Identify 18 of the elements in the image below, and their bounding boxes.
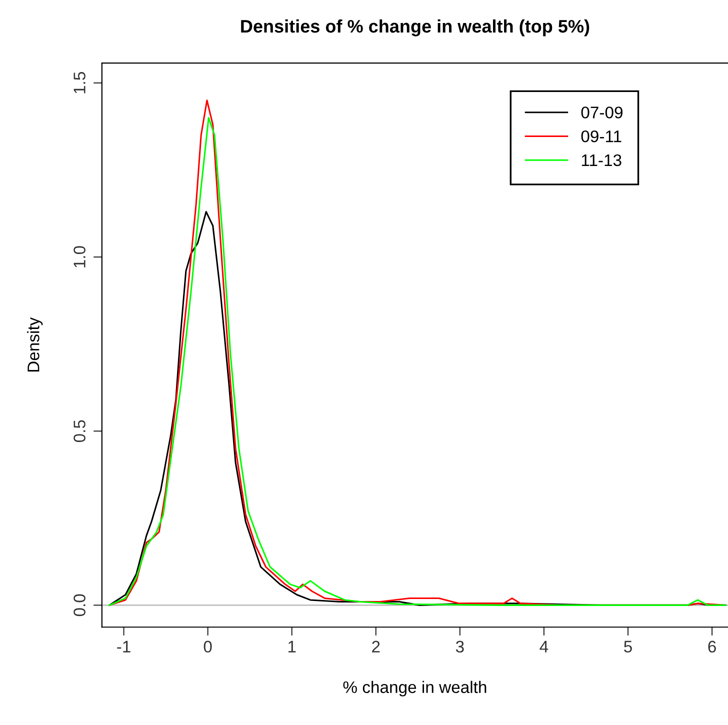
legend-label: 09-11 bbox=[581, 130, 622, 142]
y-axis-title: Density bbox=[27, 317, 43, 372]
x-tick-label: 2 bbox=[372, 640, 380, 652]
x-tick-label: 0 bbox=[204, 640, 212, 653]
y-tick-label: 0.0 bbox=[74, 594, 86, 616]
y-tick-label: 1.0 bbox=[74, 246, 86, 268]
legend-label: 07-09 bbox=[581, 106, 622, 118]
x-tick-label: 5 bbox=[624, 640, 632, 653]
y-tick-label: 1.5 bbox=[74, 72, 86, 94]
x-tick-label: 4 bbox=[540, 640, 548, 652]
y-tick-label: 0.5 bbox=[74, 420, 86, 442]
legend-label: 11-13 bbox=[582, 154, 622, 166]
chart-title: Densities of % change in wealth (top 5%) bbox=[241, 19, 590, 36]
x-tick-label: 6 bbox=[708, 640, 716, 653]
x-tick-label: 3 bbox=[456, 640, 464, 653]
x-tick-label: -1 bbox=[117, 640, 130, 652]
x-axis-title: % change in wealth bbox=[343, 680, 486, 696]
x-tick-label: 1 bbox=[288, 640, 296, 652]
